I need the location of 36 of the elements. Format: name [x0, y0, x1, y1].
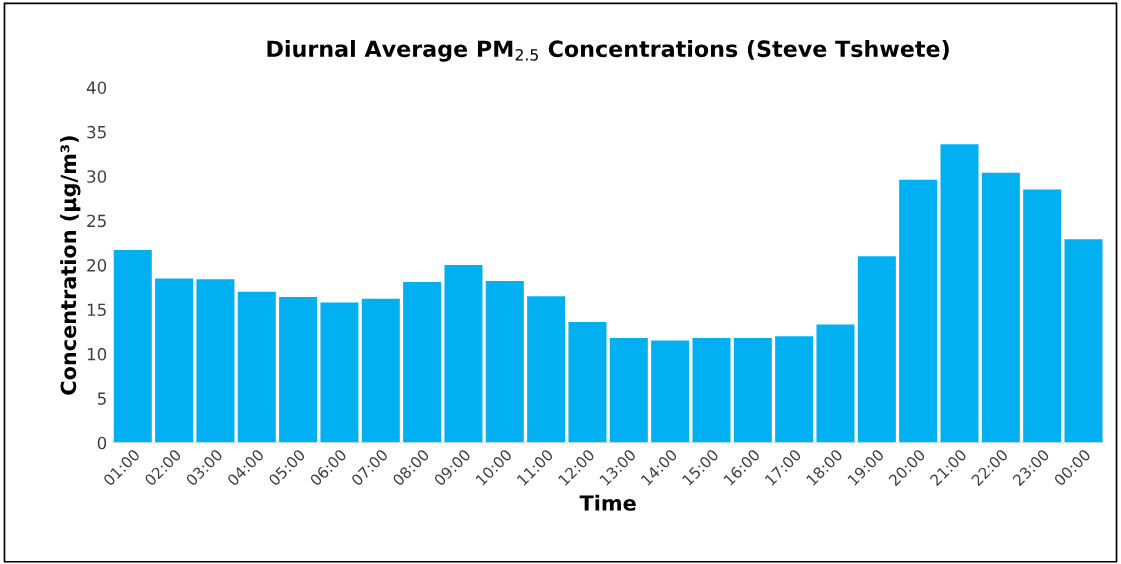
bar: [237, 291, 276, 443]
bar: [113, 249, 152, 443]
bar: [444, 265, 483, 443]
bar: [940, 144, 979, 443]
bar: [527, 296, 566, 443]
y-tick-label: 25: [87, 214, 106, 228]
y-tick-label: 0: [97, 436, 107, 450]
y-tick-label: 10: [87, 347, 107, 361]
bar: [196, 279, 235, 443]
bar: [692, 337, 731, 443]
bar: [1064, 239, 1103, 443]
bar: [981, 172, 1020, 443]
chart-title: Diurnal Average PM$_{2.5}$ Concentrations (Steve Tshwete): [267, 39, 949, 62]
y-tick-label: 35: [87, 125, 106, 139]
bar: [568, 321, 607, 443]
bar: [403, 281, 442, 443]
bar: [775, 336, 814, 443]
bar: [361, 298, 400, 443]
y-axis-title: Concentration (µg/m³): [60, 136, 81, 395]
bar: [609, 337, 648, 443]
bar: [899, 179, 938, 443]
y-tick-label: 20: [87, 259, 107, 272]
bar: [651, 340, 690, 443]
bar: [733, 337, 772, 443]
bar: [485, 281, 524, 443]
y-tick-label: 40: [86, 81, 107, 94]
bar: [320, 302, 359, 443]
bar: [279, 297, 318, 443]
bar: [816, 324, 855, 443]
x-axis-title: Time: [579, 494, 636, 511]
y-tick-label: 30: [87, 170, 107, 183]
y-tick-label: 5: [97, 392, 106, 405]
y-tick-label: 15: [87, 303, 106, 317]
bar: [1023, 189, 1062, 443]
bar: [857, 256, 896, 443]
bar: [155, 278, 194, 443]
